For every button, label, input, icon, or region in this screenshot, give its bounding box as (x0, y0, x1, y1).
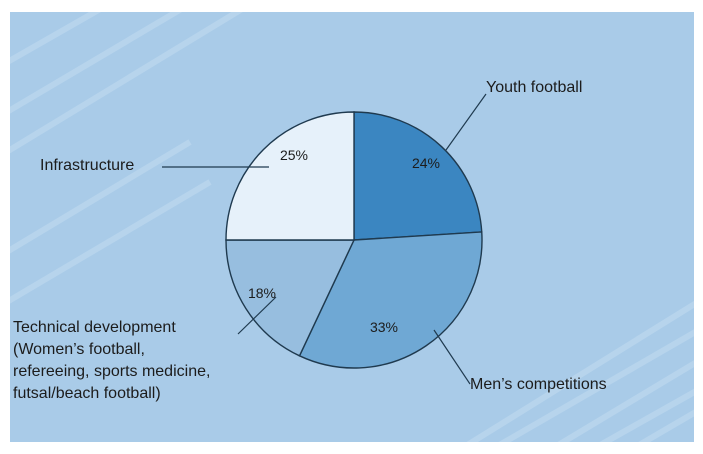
leader-line-1 (433, 329, 471, 385)
slice-category-label-line: futsal/beach football) (13, 385, 161, 402)
pie-slice-2 (225, 239, 356, 357)
slice-category-label-line: (Women’s football, (13, 341, 145, 358)
slice-category-label-0: Youth football (486, 79, 582, 96)
slice-value-label-3: 25% (280, 147, 308, 163)
pie-slices (225, 111, 483, 369)
slice-value-label-2: 18% (248, 285, 276, 301)
slice-category-labels: Youth football Men’s competitions Technica… (13, 79, 607, 402)
pie-chart: 24% 33% 18% 25% Youth football Men’s competi… (13, 79, 607, 402)
slice-value-label-1: 33% (370, 319, 398, 335)
slice-category-label-line: Infrastructure (40, 157, 134, 174)
slice-category-label-2: Technical development (Women’s football, r… (13, 319, 210, 402)
slice-category-label-line: Technical development (13, 319, 176, 336)
slice-category-label-3: Infrastructure (40, 157, 134, 174)
leader-lines (162, 93, 487, 385)
leader-line-2 (237, 296, 277, 335)
slice-value-labels: 24% 33% 18% 25% (248, 147, 440, 335)
leader-line-0 (445, 93, 487, 151)
slice-category-label-line: Youth football (486, 79, 582, 96)
slice-category-label-line: Men’s competitions (470, 376, 607, 393)
background-stripes (10, 12, 694, 442)
chart-panel: 24% 33% 18% 25% Youth football Men’s competi… (10, 12, 694, 442)
slice-value-label-0: 24% (412, 155, 440, 171)
slice-category-label-line: refereeing, sports medicine, (13, 363, 210, 380)
pie-slice-3 (225, 111, 355, 241)
slice-category-label-1: Men’s competitions (470, 376, 607, 393)
pie-slice-0 (353, 111, 483, 241)
